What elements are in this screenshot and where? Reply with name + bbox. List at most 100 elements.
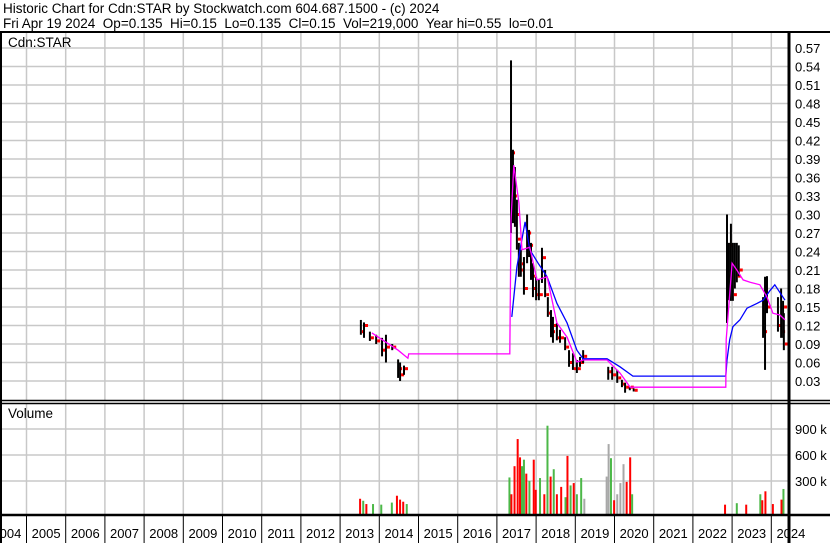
close-marker xyxy=(634,388,638,392)
price-tick-label: 0.06 xyxy=(795,356,820,371)
close-marker xyxy=(404,367,408,371)
close-marker xyxy=(618,376,622,380)
year-label: 2015 xyxy=(424,526,453,541)
close-marker xyxy=(393,345,397,349)
price-tick-label: 0.39 xyxy=(795,152,820,167)
close-marker xyxy=(383,348,387,352)
close-marker xyxy=(784,342,788,346)
volume-bar xyxy=(555,494,558,514)
volume-bar xyxy=(580,478,583,514)
volume-bar xyxy=(359,498,362,514)
close-marker xyxy=(365,324,369,327)
volume-bar xyxy=(622,464,625,514)
volume-bar xyxy=(372,504,375,514)
chart-title: Historic Chart for Cdn:STAR by Stockwatc… xyxy=(3,1,440,16)
volume-bar xyxy=(508,477,511,514)
price-tick-label: 0.36 xyxy=(795,171,820,186)
volume-bar xyxy=(771,504,774,514)
price-tick-label: 0.33 xyxy=(795,189,820,204)
year-label: 2009 xyxy=(188,526,217,541)
close-marker xyxy=(370,336,374,340)
close-marker xyxy=(733,293,737,297)
volume-bar xyxy=(380,504,383,514)
price-tick-label: 0.24 xyxy=(795,245,820,260)
price-tick-label: 0.09 xyxy=(795,337,820,352)
year-label: 2005 xyxy=(32,526,61,541)
volume-bar xyxy=(724,504,727,514)
close-marker xyxy=(561,336,565,340)
volume-bar xyxy=(546,425,549,514)
close-marker xyxy=(517,237,521,241)
close-marker xyxy=(767,305,771,309)
close-marker xyxy=(609,370,613,374)
symbol-label: Cdn:STAR xyxy=(8,35,72,50)
volume-bar xyxy=(520,466,523,514)
close-marker xyxy=(546,293,550,297)
volume-tick-label: 300 k xyxy=(795,474,827,489)
axis-labels: 2004 2005 2006 2007 2008 2009 2010 2011 2012 2013… xyxy=(0,41,827,541)
volume-bar xyxy=(399,499,402,514)
price-tick-label: 0.30 xyxy=(795,208,820,223)
volume-bar xyxy=(510,494,513,514)
moving-averages xyxy=(371,165,786,388)
price-tick-label: 0.18 xyxy=(795,282,820,297)
close-marker xyxy=(577,367,581,371)
year-label: 2016 xyxy=(463,526,492,541)
moving-average-short-line xyxy=(371,165,786,388)
volume-bar xyxy=(525,473,528,514)
year-label: 2021 xyxy=(659,526,688,541)
volume-bar xyxy=(761,500,764,514)
year-label: 2011 xyxy=(267,526,295,541)
volume-bar xyxy=(365,504,368,514)
year-label: 2007 xyxy=(110,526,139,541)
year-label: 2024 xyxy=(776,526,805,541)
close-marker xyxy=(401,373,405,377)
volume-bar xyxy=(613,500,616,514)
year-label: 2013 xyxy=(345,526,374,541)
price-tick-label: 0.03 xyxy=(795,374,820,389)
volume-tick-label: 900 k xyxy=(795,422,827,437)
year-label: 2022 xyxy=(698,526,727,541)
year-label: 2004 xyxy=(0,526,21,541)
volume-bar xyxy=(609,458,612,514)
volume-bar xyxy=(566,455,569,514)
price-tick-label: 0.15 xyxy=(795,300,820,315)
volume-bar xyxy=(745,504,748,514)
close-marker xyxy=(542,256,546,260)
quote-summary: Fri Apr 19 2024 Op=0.135 Hi=0.15 Lo=0.13… xyxy=(3,16,554,31)
volume-bar xyxy=(616,494,619,514)
volume-bar xyxy=(569,485,572,514)
gridlines xyxy=(0,33,789,515)
close-marker xyxy=(524,287,528,290)
volume-bars xyxy=(359,425,785,514)
year-label: 2008 xyxy=(149,526,178,541)
price-tick-label: 0.21 xyxy=(795,263,820,278)
volume-bar xyxy=(402,501,405,514)
close-marker xyxy=(566,345,570,349)
volume-bar xyxy=(583,498,586,514)
price-tick-label: 0.57 xyxy=(795,41,820,56)
year-label: 2023 xyxy=(737,526,766,541)
year-label: 2010 xyxy=(228,526,257,541)
year-label: 2006 xyxy=(71,526,100,541)
volume-bar xyxy=(539,478,542,514)
year-label: 2014 xyxy=(384,526,413,541)
volume-bar xyxy=(405,504,408,514)
volume-bar xyxy=(605,476,608,514)
close-marker xyxy=(573,367,577,371)
price-tick-label: 0.27 xyxy=(795,226,820,241)
volume-bar xyxy=(735,503,738,514)
price-tick-label: 0.51 xyxy=(795,78,820,93)
volume-bar xyxy=(782,488,785,514)
volume-bar xyxy=(764,491,767,514)
chart-frame xyxy=(0,31,830,543)
close-marker xyxy=(739,268,743,272)
close-marker xyxy=(626,385,630,389)
volume-bar xyxy=(564,497,567,514)
price-bars xyxy=(359,60,788,393)
volume-bar xyxy=(572,483,575,514)
volume-bar xyxy=(532,459,535,514)
close-marker xyxy=(539,293,543,297)
close-marker xyxy=(553,324,557,327)
